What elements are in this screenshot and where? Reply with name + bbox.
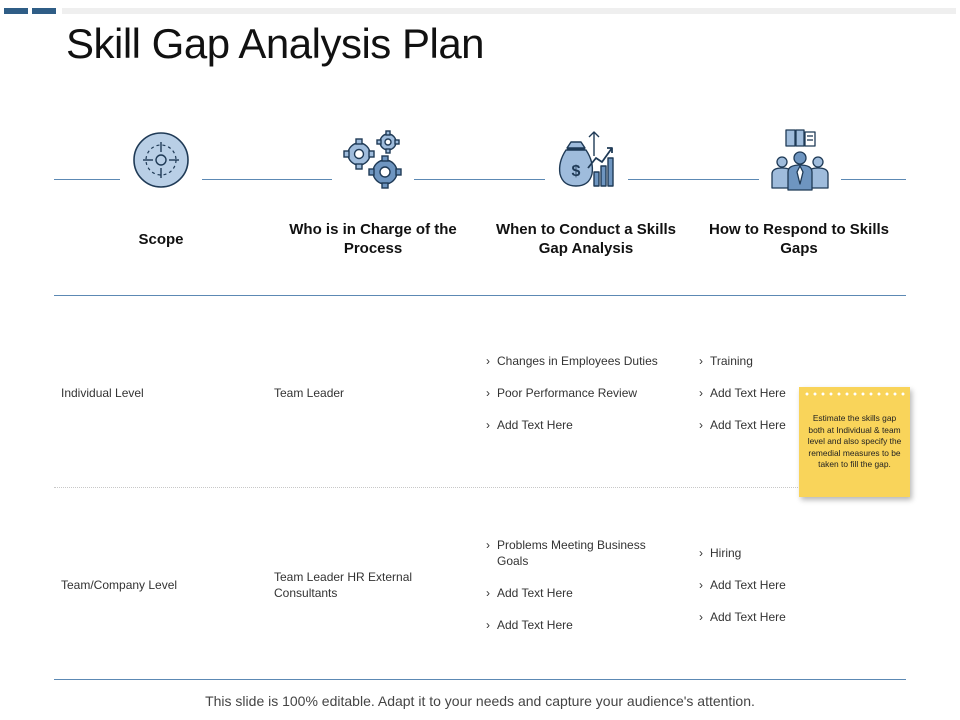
sticky-note-text: Estimate the skills gap both at Individu… <box>807 413 902 469</box>
list-item: Add Text Here <box>486 617 676 633</box>
column-heading-scope: Scope <box>138 231 184 248</box>
icon-connector-line <box>54 179 120 180</box>
slide-title: Skill Gap Analysis Plan <box>66 20 485 67</box>
list-item: Training <box>699 353 799 369</box>
row2-respond-list: Hiring Add Text Here Add Text Here <box>699 545 889 625</box>
list-item: Add Text Here <box>699 577 889 593</box>
row-divider <box>54 487 906 488</box>
row1-when-list: Changes in Employees Duties Poor Perform… <box>486 353 686 433</box>
sticky-note: Estimate the skills gap both at Individu… <box>799 387 910 497</box>
target-icon <box>129 128 193 192</box>
list-item: Hiring <box>699 545 889 561</box>
list-item: Add Text Here <box>699 385 799 401</box>
row1-respond-list: Training Add Text Here Add Text Here <box>699 353 799 433</box>
footer-text: This slide is 100% editable. Adapt it to… <box>205 693 755 709</box>
accent-bar-left <box>4 8 28 14</box>
icon-connector-line <box>202 179 332 180</box>
list-item: Poor Performance Review <box>486 385 686 401</box>
icon-connector-line <box>841 179 906 180</box>
row2-scope-cell: Team/Company Level <box>61 578 178 592</box>
team-icon <box>768 128 832 192</box>
gears-icon <box>341 128 405 192</box>
accent-bar-right <box>32 8 56 14</box>
money-growth-icon: $ <box>554 128 618 192</box>
table-bottom-divider <box>54 679 906 680</box>
list-item: Add Text Here <box>486 585 676 601</box>
list-item: Add Text Here <box>486 417 686 433</box>
icon-connector-line <box>414 179 545 180</box>
row1-in-charge-cell: Team Leader <box>274 386 345 400</box>
table-header-divider <box>54 295 906 296</box>
column-heading-respond: How to Respond to Skills Gaps <box>708 221 889 257</box>
icon-connector-line <box>628 179 759 180</box>
list-item: Add Text Here <box>699 609 889 625</box>
column-heading-when: When to Conduct a Skills Gap Analysis <box>495 221 676 257</box>
list-item: Changes in Employees Duties <box>486 353 686 369</box>
row2-when-list: Problems Meeting Business Goals Add Text… <box>486 537 676 633</box>
row1-scope-cell: Individual Level <box>61 386 144 400</box>
column-heading-in-charge: Who is in Charge of the Process <box>289 221 457 257</box>
header-band <box>62 8 956 14</box>
note-perforation <box>803 392 906 396</box>
row2-in-charge-cell: Team Leader HR External Consultants <box>274 570 413 600</box>
list-item: Add Text Here <box>699 417 799 433</box>
list-item: Problems Meeting Business Goals <box>486 537 676 569</box>
svg-text:$: $ <box>572 163 581 180</box>
